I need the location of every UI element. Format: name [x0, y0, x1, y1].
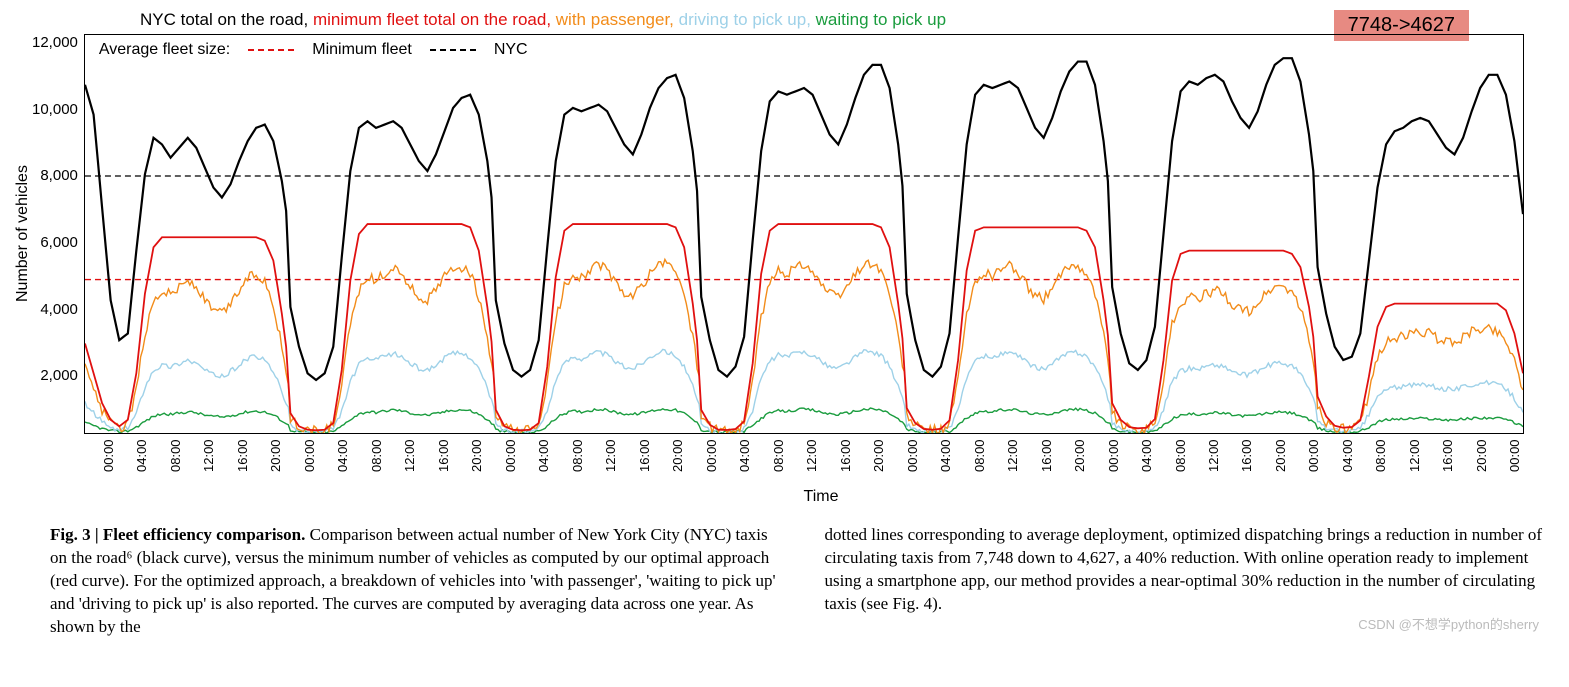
x-axis-ticks: 00:0004:0008:0012:0016:0020:0000:0004:00… [101, 434, 1541, 482]
x-tick: 08:00 [1173, 434, 1206, 482]
x-tick: 20:00 [670, 434, 703, 482]
x-tick: 20:00 [1474, 434, 1507, 482]
x-tick: 08:00 [1373, 434, 1406, 482]
x-tick: 04:00 [335, 434, 368, 482]
x-tick: 12:00 [1005, 434, 1038, 482]
x-tick: 16:00 [436, 434, 469, 482]
x-tick: 20:00 [268, 434, 301, 482]
x-tick: 08:00 [168, 434, 201, 482]
legend-label: Minimum fleet [312, 41, 412, 59]
watermark: CSDN @不想学python的sherry [1358, 614, 1539, 633]
x-tick: 00:00 [1507, 434, 1540, 482]
x-tick: 16:00 [1440, 434, 1473, 482]
plot-area: Average fleet size: Minimum fleet NYC [84, 34, 1524, 434]
legend-entry: minimum fleet total on the road, [313, 10, 556, 29]
x-tick: 16:00 [1039, 434, 1072, 482]
caption-title: Fig. 3 | Fleet efficiency comparison. [50, 525, 305, 544]
x-tick: 00:00 [503, 434, 536, 482]
x-tick: 08:00 [972, 434, 1005, 482]
x-tick: 20:00 [469, 434, 502, 482]
x-tick: 04:00 [938, 434, 971, 482]
x-tick: 04:00 [536, 434, 569, 482]
x-tick: 16:00 [637, 434, 670, 482]
x-tick: 00:00 [101, 434, 134, 482]
legend-entry: NYC total on the road, [140, 10, 313, 29]
chart-area: Number of vehicles 12,000 10,000 8,000 6,00… [10, 34, 1559, 434]
figure-caption: Fig. 3 | Fleet efficiency comparison. Co… [50, 524, 1559, 639]
x-tick: 00:00 [1306, 434, 1339, 482]
caption-col-left: Fig. 3 | Fleet efficiency comparison. Co… [50, 524, 785, 639]
x-tick: 12:00 [201, 434, 234, 482]
y-axis-ticks: 12,000 10,000 8,000 6,000 4,000 2,000 [32, 34, 84, 434]
y-tick: 6,000 [40, 234, 78, 251]
line-chart-svg [85, 35, 1523, 433]
figure-container: 7748->4627 NYC total on the road, minimu… [10, 10, 1559, 639]
y-tick: 10,000 [32, 101, 78, 118]
y-tick: 12,000 [32, 34, 78, 51]
x-tick: 12:00 [804, 434, 837, 482]
x-tick: 00:00 [704, 434, 737, 482]
legend-dash [248, 49, 294, 51]
x-tick: 12:00 [1407, 434, 1440, 482]
x-tick: 12:00 [1206, 434, 1239, 482]
y-tick: 4,000 [40, 301, 78, 318]
legend-entry: waiting to pick up [816, 10, 946, 29]
x-tick: 12:00 [402, 434, 435, 482]
legend-entry: with passenger, [556, 10, 679, 29]
avg-fleet-legend: Average fleet size: Minimum fleet NYC [99, 41, 528, 59]
legend-dash [430, 49, 476, 51]
x-tick: 04:00 [1340, 434, 1373, 482]
x-tick: 04:00 [134, 434, 167, 482]
x-tick: 20:00 [871, 434, 904, 482]
x-tick: 20:00 [1273, 434, 1306, 482]
x-tick: 16:00 [235, 434, 268, 482]
caption-text-2: dotted lines corresponding to average de… [825, 525, 1543, 613]
inner-legend-title: Average fleet size: [99, 41, 230, 59]
x-tick: 08:00 [771, 434, 804, 482]
x-tick: 20:00 [1072, 434, 1105, 482]
x-tick: 08:00 [369, 434, 402, 482]
x-tick: 00:00 [302, 434, 335, 482]
y-tick: 2,000 [40, 367, 78, 384]
legend-label: NYC [494, 41, 528, 59]
x-tick: 08:00 [570, 434, 603, 482]
y-axis-label: Number of vehicles [10, 34, 32, 434]
x-tick: 16:00 [838, 434, 871, 482]
x-tick: 16:00 [1239, 434, 1272, 482]
x-tick: 00:00 [905, 434, 938, 482]
x-tick: 04:00 [737, 434, 770, 482]
x-axis-label: Time [101, 488, 1541, 506]
y-tick: 8,000 [40, 167, 78, 184]
legend-entry: driving to pick up, [679, 10, 816, 29]
x-tick: 12:00 [603, 434, 636, 482]
x-tick: 04:00 [1139, 434, 1172, 482]
x-tick: 00:00 [1106, 434, 1139, 482]
